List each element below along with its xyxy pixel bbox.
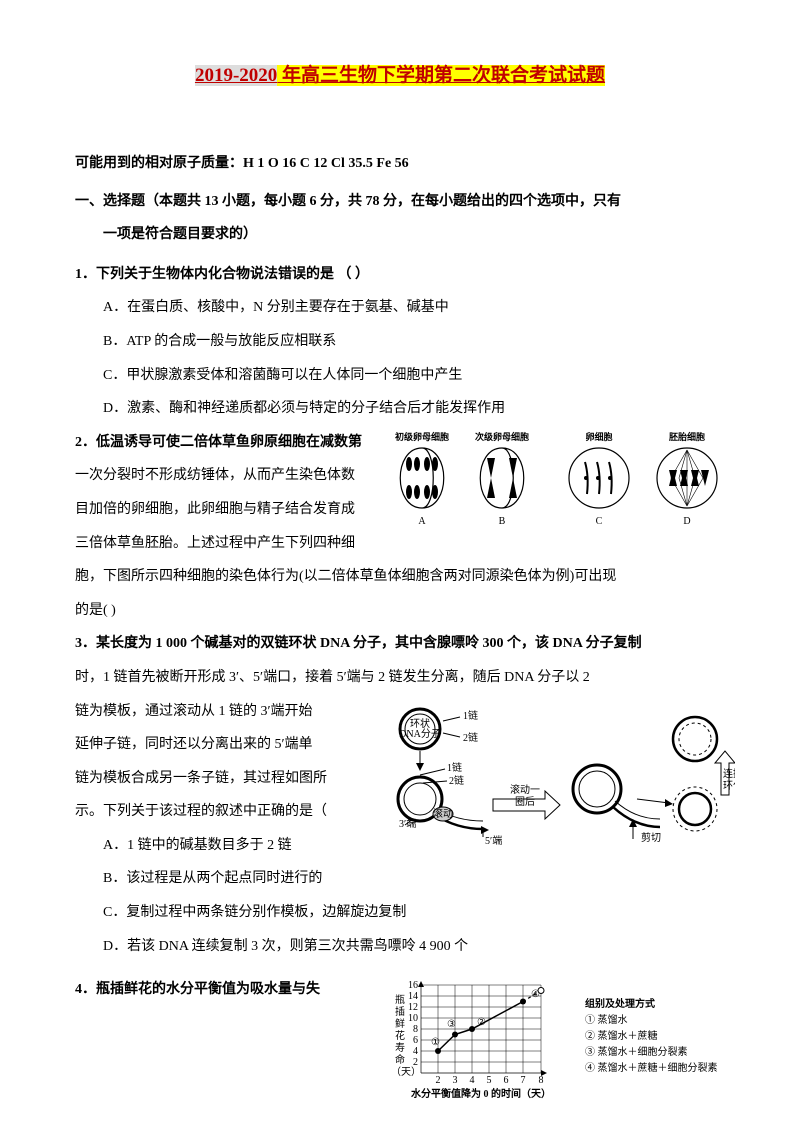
q3-line3d: 示。下列关于该过程的叙述中正确的是（: [75, 795, 370, 829]
q3-line3a: 链为模板，通过滚动从 1 链的 3′端开始: [75, 695, 370, 729]
q2-fig-label-3: 卵细胞: [585, 431, 612, 442]
question-4: 4．瓶插鲜花的水分平衡值为吸水量与失 瓶 插 鲜 花 寿 命 （天）: [75, 973, 725, 1007]
svg-text:水分平衡值降为 0 的时间（天）: 水分平衡值降为 0 的时间（天）: [410, 1087, 551, 1099]
svg-text:④ 蒸馏水＋蔗糖＋细胞分裂素: ④ 蒸馏水＋蔗糖＋细胞分裂素: [585, 1061, 718, 1074]
section-1-head: 一、选择题（本题共 13 小题，每小题 6 分，共 78 分，在每小题给出的四个…: [75, 185, 725, 252]
svg-text:花: 花: [395, 1029, 405, 1042]
question-1: 1．下列关于生物体内化合物说法错误的是 （ ） A．在蛋白质、核酸中，N 分别主…: [75, 258, 725, 426]
q3-opt-b: B．该过程是从两个起点同时进行的: [75, 862, 725, 896]
q3-figure: 环状 DNA分子 1链 2链 滚动 1链 2链 3′端: [385, 699, 735, 863]
svg-text:瓶: 瓶: [395, 993, 405, 1006]
question-2: 2．低温诱导可使二倍体草鱼卵原细胞在减数第 一次分裂时不形成纺锤体，从而产生染色…: [75, 426, 725, 628]
svg-text:8: 8: [539, 1075, 544, 1086]
atomic-mass-line: 可能用到的相对原子质量：H 1 O 16 C 12 Cl 35.5 Fe 56: [75, 147, 725, 181]
q3-opt-c: C．复制过程中两条链分别作模板，边解旋边复制: [75, 896, 725, 930]
svg-text:鲜: 鲜: [395, 1017, 405, 1030]
svg-text:④: ④: [531, 989, 540, 1000]
title-rest: 年高三生物下学期第二次联合考试试题: [277, 65, 605, 86]
svg-text:3: 3: [453, 1075, 458, 1086]
svg-text:16: 16: [408, 980, 418, 991]
q2-line4: 三倍体草鱼胚胎。上述过程中产生下列四种细: [75, 527, 373, 561]
q4-line1: 4．瓶插鲜花的水分平衡值为吸水量与失: [75, 973, 370, 1007]
svg-text:5: 5: [487, 1075, 492, 1086]
svg-text:12: 12: [408, 1002, 418, 1013]
svg-text:连接: 连接: [723, 767, 735, 780]
svg-text:8: 8: [413, 1024, 418, 1035]
svg-text:6: 6: [504, 1075, 509, 1086]
q3-line1: 3．某长度为 1 000 个碱基对的双链环状 DNA 分子，其中含腺嘌呤 300…: [75, 627, 725, 661]
q2-fig-d: D: [683, 516, 690, 527]
title-year: 2019-2020: [195, 65, 277, 86]
q2-fig-b: B: [499, 516, 506, 527]
svg-text:滚动一: 滚动一: [510, 783, 540, 796]
svg-text:4: 4: [413, 1046, 418, 1057]
svg-text:命: 命: [395, 1053, 405, 1066]
svg-text:圈后: 圈后: [515, 796, 535, 808]
q1-opt-b: B．ATP 的合成一般与放能反应相联系: [75, 325, 725, 359]
svg-text:2链: 2链: [463, 731, 478, 744]
svg-text:14: 14: [408, 991, 418, 1002]
q3-line2: 时，1 链首先被断开形成 3′、5′端口，接着 5′端与 2 链发生分离，随后 …: [75, 661, 725, 695]
q3-opt-a: A．1 链中的碱基数目多于 2 链: [75, 829, 370, 863]
q1-opt-d: D．激素、酶和神经递质都必须与特定的分子结合后才能发挥作用: [75, 392, 725, 426]
svg-text:寿: 寿: [395, 1041, 405, 1054]
svg-text:2: 2: [413, 1057, 418, 1068]
svg-text:10: 10: [408, 1013, 418, 1024]
q2-line6: 的是( ): [75, 594, 725, 628]
svg-text:① 蒸馏水: ① 蒸馏水: [585, 1013, 628, 1026]
svg-text:①: ①: [431, 1037, 440, 1048]
section-1-line2: 一项是符合题目要求的）: [75, 218, 725, 252]
svg-text:滚动: 滚动: [433, 807, 453, 820]
svg-text:5′端: 5′端: [485, 834, 502, 847]
svg-text:DNA分子: DNA分子: [399, 728, 441, 740]
svg-text:7: 7: [521, 1075, 526, 1086]
svg-text:③: ③: [447, 1019, 456, 1030]
q3-opt-d: D．若该 DNA 连续复制 3 次，则第三次共需鸟嘌呤 4 900 个: [75, 930, 725, 964]
q2-line1: 2．低温诱导可使二倍体草鱼卵原细胞在减数第: [75, 426, 373, 460]
q1-opt-c: C．甲状腺激素受体和溶菌酶可以在人体同一个细胞中产生: [75, 359, 725, 393]
svg-text:插: 插: [395, 1005, 405, 1018]
q2-fig-a: A: [418, 516, 426, 527]
q2-fig-label-4: 胚胎细胞: [669, 431, 705, 442]
svg-text:1链: 1链: [447, 761, 462, 774]
q2-fig-label-1: 初级卵母细胞: [395, 431, 449, 442]
q3-line3b: 延伸子链，同时还以分离出来的 5′端单: [75, 728, 370, 762]
q2-line2: 一次分裂时不形成纺锤体，从而产生染色体数: [75, 459, 373, 493]
svg-text:②: ②: [477, 1017, 486, 1028]
svg-text:2: 2: [436, 1075, 441, 1086]
svg-text:组别及处理方式: 组别及处理方式: [585, 997, 655, 1010]
q2-fig-c: C: [596, 516, 603, 527]
svg-text:2链: 2链: [449, 774, 464, 787]
q3-line3c: 链为模板合成另一条子链，其过程如图所: [75, 762, 370, 796]
question-3: 链为模板，通过滚动从 1 链的 3′端开始 延伸子链，同时还以分离出来的 5′端…: [75, 695, 725, 964]
q1-opt-a: A．在蛋白质、核酸中，N 分别主要存在于氨基、碱基中: [75, 291, 725, 325]
q2-line5: 胞，下图所示四种细胞的染色体行为(以二倍体草鱼体细胞含两对同源染色体为例)可出现: [75, 560, 725, 594]
q1-stem: 1．下列关于生物体内化合物说法错误的是 （ ）: [75, 258, 725, 292]
q2-line3: 目加倍的卵细胞，此卵细胞与精子结合发育成: [75, 493, 373, 527]
q2-fig-label-2: 次级卵母细胞: [475, 431, 529, 442]
section-1-line1: 一、选择题（本题共 13 小题，每小题 6 分，共 78 分，在每小题给出的四个…: [75, 185, 725, 219]
svg-text:剪切: 剪切: [641, 831, 661, 844]
q2-figure: 初级卵母细胞 次级卵母细胞 卵细胞 胚胎细胞: [387, 430, 725, 544]
svg-text:6: 6: [413, 1035, 418, 1046]
page-title: 2019-2020 年高三生物下学期第二次联合考试试题: [75, 60, 725, 87]
svg-text:② 蒸馏水＋蔗糖: ② 蒸馏水＋蔗糖: [585, 1029, 658, 1042]
svg-text:环化: 环化: [723, 779, 735, 792]
svg-text:4: 4: [470, 1075, 475, 1086]
svg-text:③ 蒸馏水＋细胞分裂素: ③ 蒸馏水＋细胞分裂素: [585, 1045, 688, 1058]
svg-text:1链: 1链: [463, 709, 478, 722]
q4-figure: 瓶 插 鲜 花 寿 命 （天）: [385, 979, 735, 1113]
